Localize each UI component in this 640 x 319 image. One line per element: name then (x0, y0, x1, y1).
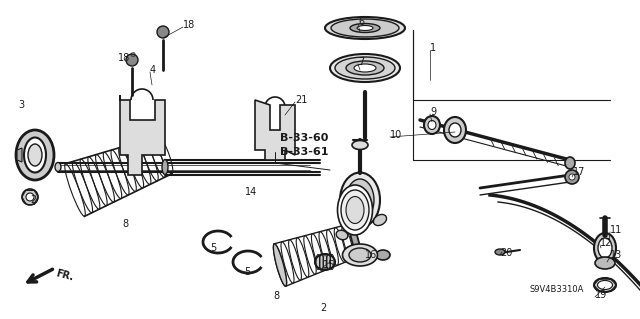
Ellipse shape (337, 185, 372, 235)
Text: 8: 8 (122, 219, 128, 229)
Ellipse shape (495, 249, 505, 255)
Circle shape (126, 54, 138, 66)
Ellipse shape (349, 248, 371, 262)
Ellipse shape (331, 19, 399, 37)
Text: 6: 6 (358, 17, 364, 27)
Ellipse shape (376, 250, 390, 260)
Text: ⚙: ⚙ (129, 52, 135, 58)
Ellipse shape (595, 257, 615, 269)
Polygon shape (120, 95, 165, 175)
Polygon shape (255, 100, 295, 160)
Text: 18: 18 (183, 20, 195, 30)
Text: 8: 8 (273, 291, 279, 301)
Text: 1: 1 (430, 43, 436, 53)
Ellipse shape (330, 54, 400, 82)
Text: 18: 18 (118, 53, 131, 63)
Text: 9: 9 (430, 107, 436, 117)
Text: 11: 11 (610, 225, 622, 235)
Ellipse shape (349, 224, 360, 256)
Ellipse shape (325, 17, 405, 39)
Ellipse shape (594, 233, 616, 263)
Ellipse shape (346, 61, 384, 75)
Ellipse shape (162, 160, 168, 174)
Text: B-33-60: B-33-60 (280, 133, 328, 143)
Ellipse shape (346, 179, 374, 221)
Text: 7: 7 (358, 57, 364, 67)
Text: FR.: FR. (55, 268, 75, 282)
Text: 17: 17 (573, 167, 586, 177)
Text: 15: 15 (323, 260, 335, 270)
Ellipse shape (598, 238, 612, 258)
Text: 10: 10 (390, 130, 403, 140)
Ellipse shape (350, 24, 380, 33)
Ellipse shape (352, 140, 368, 150)
Ellipse shape (16, 130, 54, 180)
Circle shape (157, 26, 169, 38)
Ellipse shape (336, 230, 348, 240)
Ellipse shape (357, 26, 373, 31)
Ellipse shape (273, 244, 287, 286)
Text: 4: 4 (150, 65, 156, 75)
Text: 12: 12 (600, 238, 612, 248)
Ellipse shape (594, 278, 616, 292)
Ellipse shape (55, 162, 61, 172)
Ellipse shape (598, 280, 612, 290)
Circle shape (569, 174, 575, 180)
Text: 19: 19 (595, 290, 607, 300)
Text: 13: 13 (610, 250, 622, 260)
Ellipse shape (354, 64, 376, 72)
Ellipse shape (315, 254, 335, 270)
Ellipse shape (428, 121, 436, 130)
Circle shape (565, 170, 579, 184)
Ellipse shape (342, 244, 378, 266)
Ellipse shape (424, 116, 440, 134)
Ellipse shape (346, 197, 364, 224)
Ellipse shape (449, 123, 461, 137)
Text: 2: 2 (30, 195, 36, 205)
Text: 3: 3 (18, 100, 24, 110)
Text: B-33-61: B-33-61 (280, 147, 328, 157)
Text: 21: 21 (295, 95, 307, 105)
Text: S9V4B3310A: S9V4B3310A (530, 286, 584, 294)
Ellipse shape (335, 57, 395, 79)
Text: 2: 2 (320, 303, 326, 313)
Text: 5: 5 (244, 267, 250, 277)
Ellipse shape (374, 214, 387, 226)
Polygon shape (17, 148, 22, 162)
Ellipse shape (444, 117, 466, 143)
Ellipse shape (28, 144, 42, 166)
Ellipse shape (565, 157, 575, 169)
Ellipse shape (341, 190, 369, 230)
Circle shape (22, 189, 38, 205)
Text: 5: 5 (210, 243, 216, 253)
Text: 16: 16 (365, 250, 377, 260)
Text: 14: 14 (245, 187, 257, 197)
Text: 20: 20 (500, 248, 513, 258)
Circle shape (26, 193, 34, 201)
Ellipse shape (340, 173, 380, 227)
Ellipse shape (24, 137, 46, 173)
